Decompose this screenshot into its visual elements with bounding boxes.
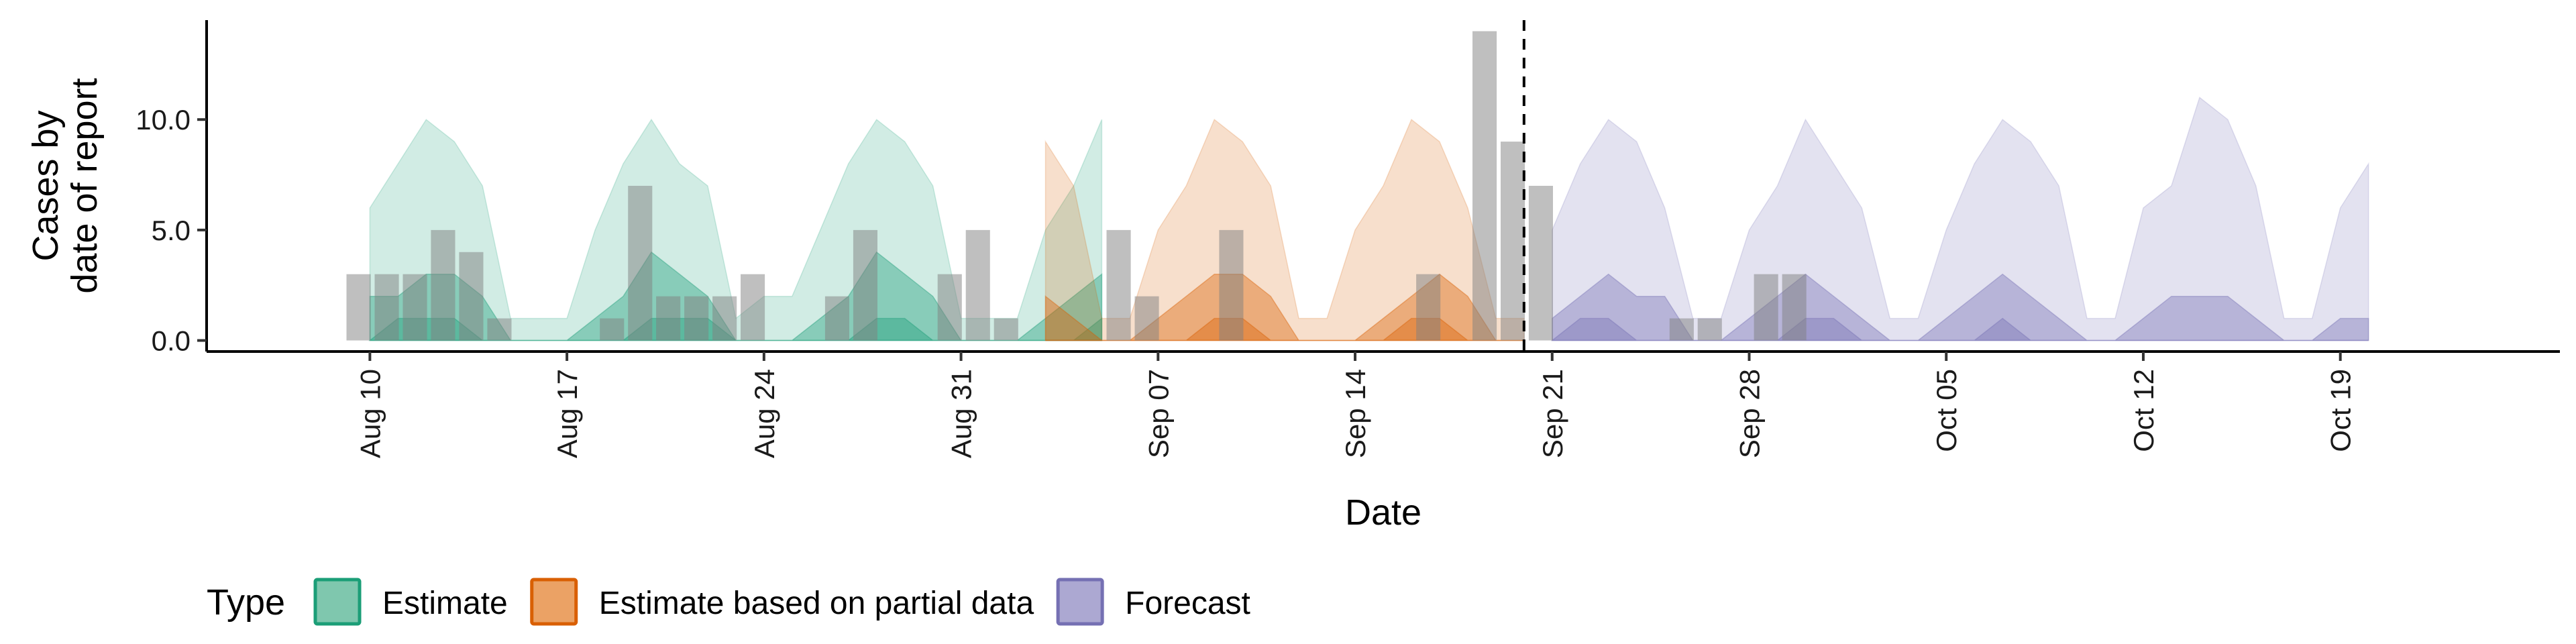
forecast-core-band bbox=[1550, 317, 2369, 341]
observed-bar bbox=[1528, 186, 1553, 341]
observed-bar bbox=[994, 318, 1018, 341]
observed-bar bbox=[824, 296, 849, 341]
x-tick-label: Aug 24 bbox=[749, 369, 780, 458]
observed-bars-layer bbox=[346, 31, 1807, 341]
x-tick-label: Aug 10 bbox=[354, 369, 386, 458]
legend-label: Estimate bbox=[382, 586, 508, 621]
observed-bar bbox=[487, 318, 512, 341]
x-tick-label: Aug 17 bbox=[551, 369, 583, 458]
observed-bar bbox=[628, 186, 653, 341]
x-axis-title: Date bbox=[1345, 492, 1421, 533]
observed-bar bbox=[346, 274, 371, 341]
x-tick-label: Sep 14 bbox=[1340, 369, 1371, 458]
y-tick-label: 0.0 bbox=[152, 325, 191, 357]
observed-bar bbox=[853, 229, 877, 341]
x-tick-label: Oct 12 bbox=[2128, 369, 2159, 452]
observed-bar bbox=[1219, 229, 1244, 341]
estimate-inner-band bbox=[369, 251, 1103, 341]
observed-bar bbox=[656, 296, 681, 341]
estimate-outer-band bbox=[369, 118, 1103, 341]
x-tick-label: Oct 05 bbox=[1931, 369, 1962, 452]
observed-bar bbox=[965, 229, 990, 341]
observed-bar bbox=[1697, 318, 1722, 341]
x-tick-label: Aug 31 bbox=[946, 369, 977, 458]
y-axis-title-line: Cases by bbox=[25, 110, 66, 261]
y-axis-title: Cases bydate of report bbox=[25, 78, 105, 293]
y-tick-label: 10.0 bbox=[136, 104, 191, 136]
observed-bar bbox=[459, 252, 484, 341]
x-ticks: Aug 10 Aug 17 Aug 24 Aug 31 Sep 07 Sep 14 Sep … bbox=[354, 352, 2357, 458]
observed-bar bbox=[1472, 31, 1497, 341]
forecast-outer-band bbox=[1552, 97, 2369, 341]
x-tick-label: Oct 19 bbox=[2325, 369, 2357, 452]
observed-bar bbox=[1134, 296, 1159, 341]
legend: Type Estimate Estimate based on partial d… bbox=[207, 578, 1250, 626]
observed-bar bbox=[402, 274, 427, 341]
y-ticks: 0.0 5.0 10.0 bbox=[136, 104, 207, 357]
observed-bar bbox=[600, 318, 625, 341]
estimate-based-on-partial-data-core-band bbox=[1045, 317, 1524, 341]
observed-bar bbox=[1501, 142, 1525, 341]
legend-key bbox=[1056, 578, 1104, 626]
legend-title: Type bbox=[207, 582, 285, 623]
legend-label: Estimate based on partial data bbox=[599, 586, 1034, 621]
legend-label: Forecast bbox=[1125, 586, 1250, 621]
y-axis-title-line: date of report bbox=[64, 78, 105, 293]
observed-bar bbox=[684, 296, 709, 341]
axes-layer bbox=[205, 20, 2560, 353]
observed-bar bbox=[431, 229, 455, 341]
legend-key bbox=[313, 578, 362, 626]
y-tick-label: 5.0 bbox=[152, 215, 191, 246]
observed-bar bbox=[937, 274, 962, 341]
observed-bar bbox=[1782, 274, 1807, 341]
x-tick-label: Sep 21 bbox=[1537, 369, 1568, 458]
observed-bar bbox=[1669, 318, 1694, 341]
x-tick-label: Sep 28 bbox=[1734, 369, 1766, 458]
observed-bar bbox=[712, 296, 737, 341]
x-tick-label: Sep 07 bbox=[1142, 369, 1174, 458]
observed-bar bbox=[741, 274, 765, 341]
observed-bar bbox=[1416, 274, 1441, 341]
legend-key bbox=[530, 578, 578, 626]
observed-bar bbox=[1754, 274, 1778, 341]
observed-bar bbox=[374, 274, 399, 341]
observed-bar bbox=[1106, 229, 1131, 341]
